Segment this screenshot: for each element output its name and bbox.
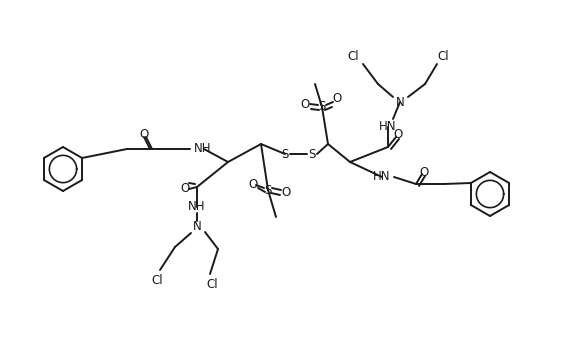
Text: Cl: Cl: [437, 50, 449, 63]
Text: Cl: Cl: [151, 274, 163, 286]
Text: O: O: [139, 127, 149, 140]
Text: S: S: [318, 101, 325, 114]
Text: HN: HN: [373, 171, 391, 184]
Text: O: O: [248, 178, 258, 191]
Text: O: O: [332, 93, 342, 105]
Text: N: N: [396, 96, 404, 109]
Text: NH: NH: [188, 201, 206, 214]
Text: NH: NH: [194, 143, 212, 156]
Text: S: S: [264, 184, 272, 197]
Text: O: O: [281, 185, 290, 198]
Text: O: O: [419, 165, 428, 178]
Text: Cl: Cl: [206, 278, 218, 290]
Text: HN: HN: [379, 121, 397, 134]
Text: O: O: [181, 182, 190, 195]
Text: S: S: [308, 147, 316, 160]
Text: Cl: Cl: [347, 50, 359, 63]
Text: O: O: [301, 98, 310, 111]
Text: O: O: [393, 129, 402, 142]
Text: S: S: [281, 147, 289, 160]
Text: N: N: [192, 220, 201, 233]
